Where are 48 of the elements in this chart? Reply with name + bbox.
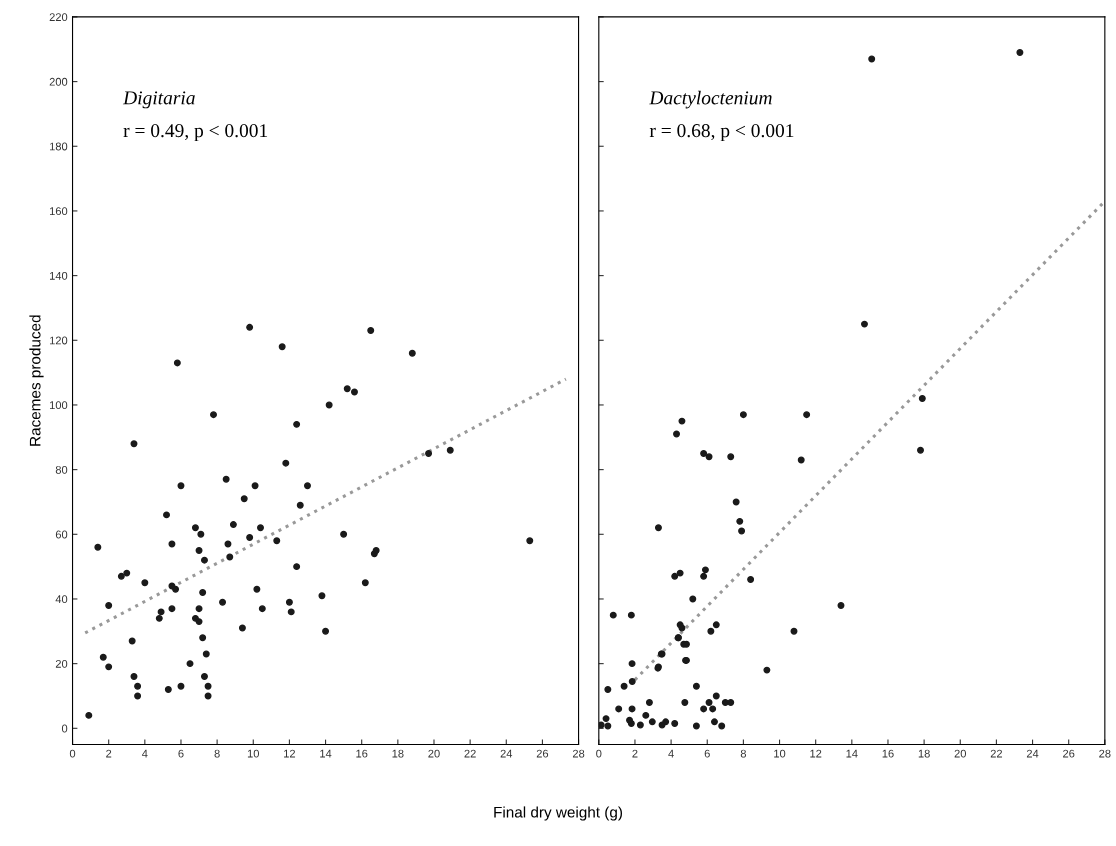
x-tick-label: 12 <box>284 749 296 758</box>
x-tick-label: 18 <box>392 749 404 758</box>
x-tick-label: 20 <box>428 749 440 758</box>
x-tick-label: 16 <box>356 749 368 758</box>
y-tick-label: 80 <box>55 465 68 474</box>
x-tick-label: 12 <box>810 749 822 758</box>
y-tick-label: 220 <box>49 13 68 22</box>
x-tick-label: 22 <box>464 749 476 758</box>
x-tick-label: 18 <box>918 749 930 758</box>
x-axis-title: Final dry weight (g) <box>494 806 623 821</box>
annotation: Digitaria <box>122 91 195 109</box>
x-tick-label: 10 <box>247 749 260 758</box>
x-tick-label: 26 <box>1063 749 1075 758</box>
y-tick-label: 60 <box>55 530 68 539</box>
x-tick-label: 26 <box>536 749 549 758</box>
x-tick-label: 0 <box>69 749 76 758</box>
y-tick-label: 120 <box>49 336 68 345</box>
x-tick-label: 28 <box>572 749 585 758</box>
y-tick-label: 200 <box>49 77 68 86</box>
annotation: r = 0.49, p < 0.001 <box>123 124 268 142</box>
x-tick-label: 6 <box>178 749 184 758</box>
y-axis-title: Racemes produced <box>29 315 44 446</box>
x-tick-label: 4 <box>668 749 674 758</box>
x-tick-label: 2 <box>632 749 638 758</box>
x-tick-label: 2 <box>106 749 112 758</box>
y-tick-label: 160 <box>49 207 68 216</box>
x-tick-label: 16 <box>882 749 894 758</box>
x-tick-label: 24 <box>1026 749 1039 758</box>
x-tick-label: 8 <box>740 749 746 758</box>
x-tick-label: 24 <box>500 749 513 758</box>
x-tick-label: 10 <box>774 749 786 758</box>
y-tick-label: 40 <box>55 595 68 604</box>
x-tick-label: 14 <box>320 749 332 758</box>
x-tick-label: 22 <box>990 749 1003 758</box>
y-tick-label: 0 <box>61 724 68 733</box>
x-tick-label: 14 <box>846 749 858 758</box>
x-tick-label: 8 <box>214 749 220 758</box>
x-tick-label: 20 <box>954 749 967 758</box>
annotation: r = 0.68, p < 0.001 <box>649 124 794 142</box>
x-tick-label: 6 <box>704 749 710 758</box>
x-tick-label: 0 <box>596 749 602 758</box>
x-tick-label: 4 <box>142 749 148 758</box>
annotation: Dactyloctenium <box>649 90 772 109</box>
y-tick-label: 20 <box>55 659 68 668</box>
x-tick-label: 28 <box>1099 749 1111 758</box>
y-tick-label: 140 <box>49 271 68 280</box>
y-tick-label: 180 <box>49 142 68 151</box>
y-tick-label: 100 <box>49 401 68 410</box>
